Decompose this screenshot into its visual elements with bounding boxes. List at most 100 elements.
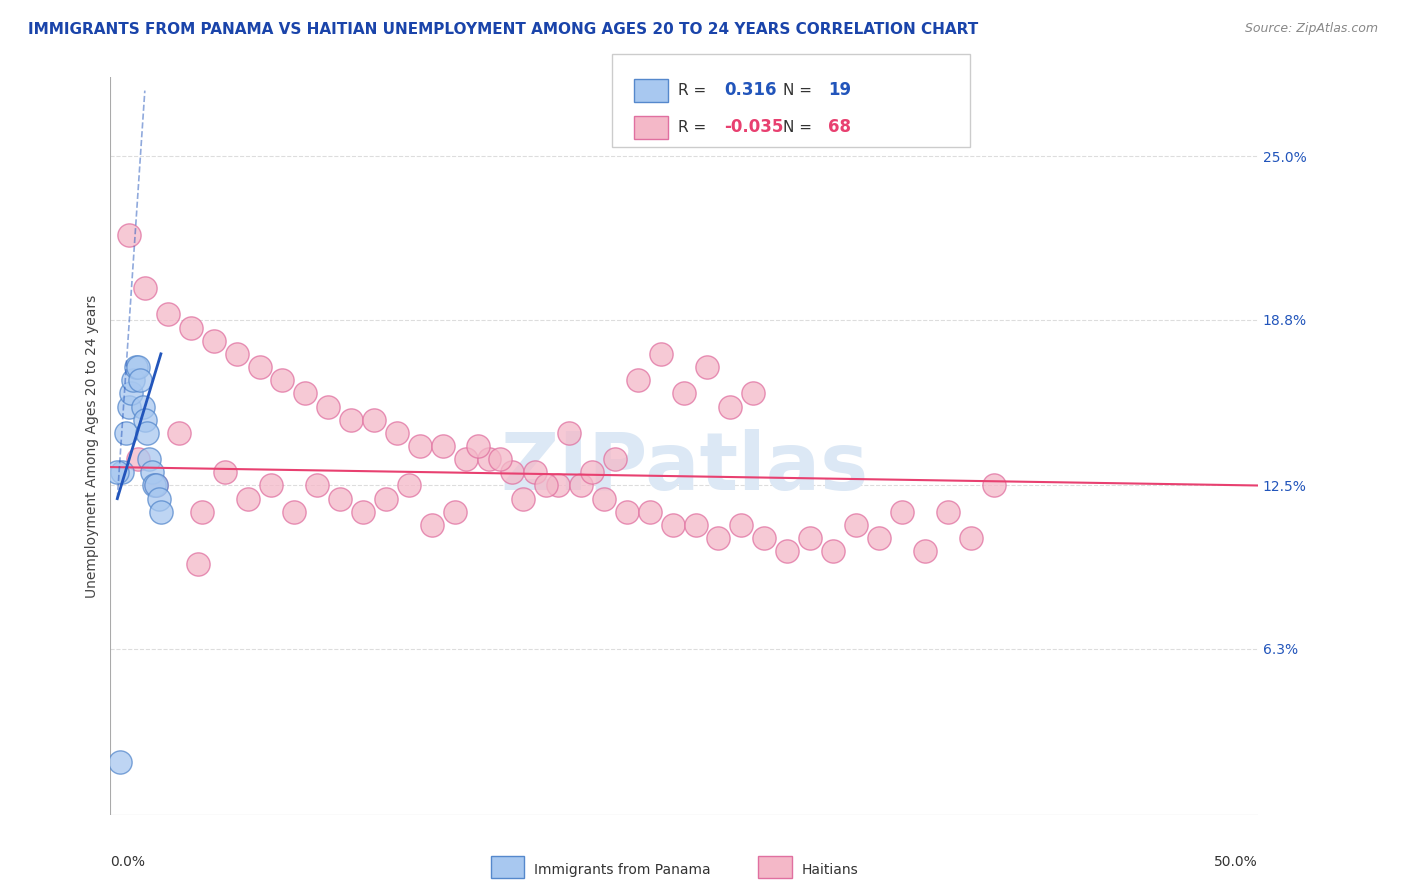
Point — [108, 755, 131, 769]
Text: N =: N = — [783, 120, 817, 135]
Point — [187, 558, 209, 572]
Point — [105, 466, 128, 480]
Point — [823, 544, 845, 558]
Point — [236, 491, 259, 506]
Point — [868, 531, 890, 545]
Point — [202, 334, 225, 348]
Point — [536, 478, 558, 492]
Point — [191, 505, 214, 519]
Point — [983, 478, 1005, 492]
Point — [214, 466, 236, 480]
Point — [134, 412, 156, 426]
Point — [616, 505, 638, 519]
Point — [271, 373, 294, 387]
Point — [127, 359, 149, 374]
Point — [936, 505, 959, 519]
Point — [845, 518, 868, 533]
Point — [409, 439, 432, 453]
Text: Immigrants from Panama: Immigrants from Panama — [534, 863, 711, 877]
Point — [478, 452, 501, 467]
Text: Haitians: Haitians — [801, 863, 858, 877]
Point — [318, 400, 340, 414]
Text: ZIPatlas: ZIPatlas — [501, 429, 868, 508]
Point — [305, 478, 328, 492]
Text: 0.316: 0.316 — [724, 81, 776, 99]
Point — [122, 373, 145, 387]
Point — [454, 452, 477, 467]
Point — [136, 425, 159, 440]
Point — [225, 347, 247, 361]
Point — [111, 466, 134, 480]
Text: R =: R = — [678, 83, 711, 98]
Point — [420, 518, 443, 533]
Point — [501, 466, 523, 480]
Point — [329, 491, 352, 506]
Point — [249, 359, 271, 374]
Point — [131, 400, 153, 414]
Point — [124, 359, 146, 374]
Point — [592, 491, 614, 506]
Point — [754, 531, 776, 545]
Point — [569, 478, 592, 492]
Text: 68: 68 — [828, 119, 851, 136]
Point — [605, 452, 627, 467]
Point — [129, 373, 152, 387]
Point — [467, 439, 489, 453]
Point — [138, 452, 160, 467]
Text: -0.035: -0.035 — [724, 119, 783, 136]
Point — [581, 466, 603, 480]
Point — [387, 425, 409, 440]
Text: 50.0%: 50.0% — [1213, 855, 1257, 869]
Point — [685, 518, 707, 533]
Point — [340, 412, 363, 426]
Point — [741, 386, 763, 401]
Point — [260, 478, 283, 492]
Point — [661, 518, 683, 533]
Point — [148, 491, 170, 506]
Point — [134, 281, 156, 295]
Point — [294, 386, 316, 401]
Point — [352, 505, 374, 519]
Point — [115, 425, 138, 440]
Point — [143, 478, 166, 492]
Point — [776, 544, 799, 558]
Point — [141, 466, 163, 480]
Point — [638, 505, 661, 519]
Point — [127, 452, 149, 467]
Point — [718, 400, 741, 414]
Point — [489, 452, 512, 467]
Point — [118, 228, 141, 243]
Y-axis label: Unemployment Among Ages 20 to 24 years: Unemployment Among Ages 20 to 24 years — [86, 294, 100, 598]
Point — [512, 491, 534, 506]
Point — [558, 425, 581, 440]
Point — [730, 518, 752, 533]
Point — [891, 505, 914, 519]
Point — [432, 439, 454, 453]
Point — [707, 531, 730, 545]
Point — [167, 425, 190, 440]
Point — [799, 531, 821, 545]
Point — [145, 478, 167, 492]
Text: 19: 19 — [828, 81, 851, 99]
Point — [547, 478, 569, 492]
Text: IMMIGRANTS FROM PANAMA VS HAITIAN UNEMPLOYMENT AMONG AGES 20 TO 24 YEARS CORRELA: IMMIGRANTS FROM PANAMA VS HAITIAN UNEMPL… — [28, 22, 979, 37]
Point — [118, 400, 141, 414]
Point — [673, 386, 696, 401]
Text: N =: N = — [783, 83, 817, 98]
Point — [374, 491, 396, 506]
Text: R =: R = — [678, 120, 711, 135]
Text: Source: ZipAtlas.com: Source: ZipAtlas.com — [1244, 22, 1378, 36]
Point — [523, 466, 546, 480]
Point — [156, 307, 179, 321]
Text: 0.0%: 0.0% — [111, 855, 145, 869]
Point — [180, 320, 202, 334]
Point — [443, 505, 465, 519]
Point — [283, 505, 305, 519]
Point — [120, 386, 142, 401]
Point — [650, 347, 672, 361]
Point — [363, 412, 385, 426]
Point — [627, 373, 650, 387]
Point — [914, 544, 936, 558]
Point — [145, 478, 167, 492]
Point — [960, 531, 983, 545]
